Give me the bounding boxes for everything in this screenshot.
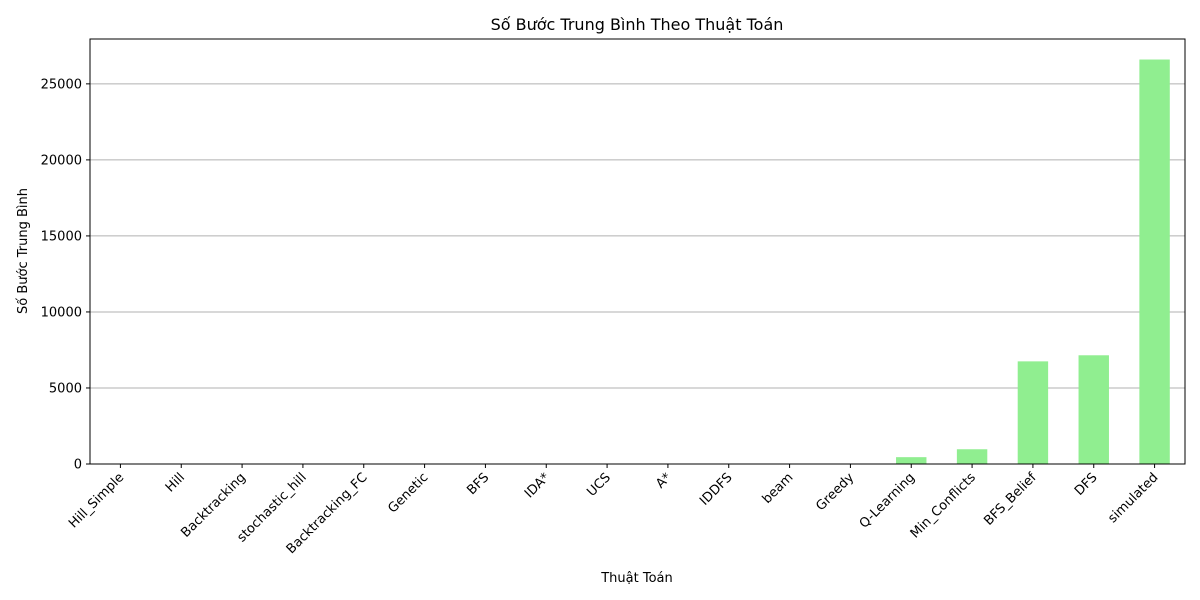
- bar: [956, 449, 988, 464]
- x-tick-label: Greedy: [813, 470, 857, 514]
- x-tick-label: DFS: [1072, 470, 1101, 499]
- y-axis: 0 5000 10000 15000 20000 25000: [41, 77, 90, 473]
- y-tick-label: 5000: [49, 381, 82, 396]
- x-tick-label: Hill: [163, 470, 188, 495]
- x-tick-label: A*: [653, 470, 675, 492]
- bar: [1017, 361, 1049, 464]
- bar: [1139, 59, 1170, 464]
- bar: [1078, 355, 1109, 464]
- y-tick-label: 0: [74, 458, 82, 473]
- y-axis-label: Số Bước Trung Bình: [16, 188, 31, 314]
- x-tick-label: Hill_Simple: [66, 470, 127, 531]
- plot-frame: [89, 38, 1186, 465]
- bar: [896, 457, 927, 464]
- bar-layer: [105, 59, 1170, 464]
- x-tick-label: BFS: [464, 470, 492, 498]
- chart-title: Số Bước Trung Bình Theo Thuật Toán: [491, 15, 784, 34]
- x-tick-label: simulated: [1105, 470, 1161, 526]
- x-tick-label: Q-Learning: [857, 470, 918, 531]
- x-tick-label: Genetic: [385, 470, 431, 516]
- x-axis-label: Thuật Toán: [600, 571, 673, 586]
- x-tick-label: Min_Conflicts: [908, 470, 979, 541]
- x-tick-label: beam: [760, 470, 797, 507]
- y-tick-label: 25000: [41, 77, 82, 92]
- x-tick-label: UCS: [584, 470, 614, 500]
- y-tick-label: 15000: [41, 229, 82, 244]
- x-tick-label: IDA*: [522, 470, 553, 501]
- y-tick-label: 20000: [41, 153, 82, 168]
- y-tick-label: 10000: [41, 305, 82, 320]
- x-tick-label: IDDFS: [697, 470, 735, 508]
- x-tick-label: BFS_Belief: [981, 470, 1040, 529]
- x-axis: Hill_Simple HillBacktrackingstochastic_hi…: [66, 464, 1161, 557]
